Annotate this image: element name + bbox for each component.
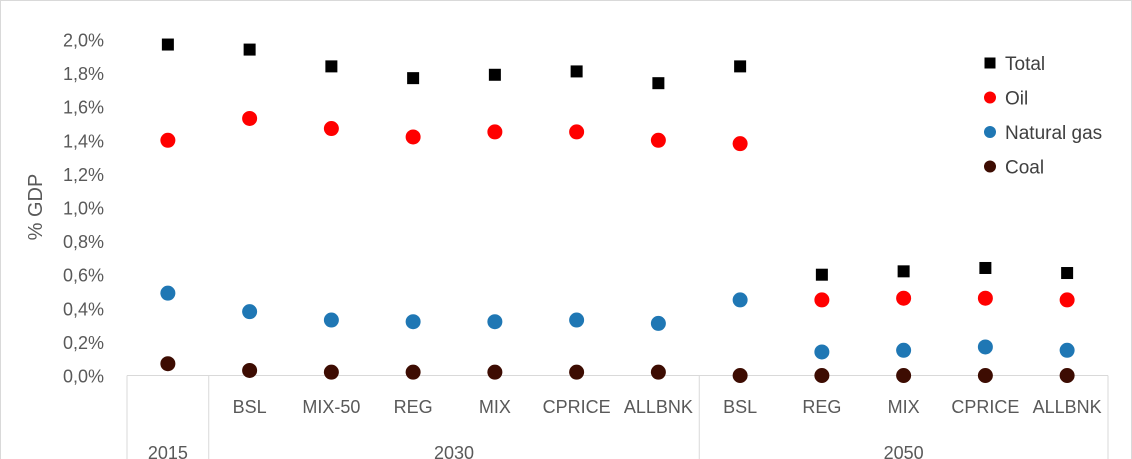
y-tick-label: 0,4% xyxy=(63,299,104,319)
y-axis-title: % GDP xyxy=(25,174,47,241)
legend-marker-oil xyxy=(984,91,996,104)
total-point xyxy=(407,72,420,85)
y-tick-label: 1,4% xyxy=(63,131,104,151)
total-point xyxy=(325,60,338,73)
x-category-label: CPRICE xyxy=(951,397,1019,417)
coal-point xyxy=(650,364,666,380)
y-tick-label: 1,2% xyxy=(63,165,104,185)
oil-point xyxy=(487,124,503,140)
total-point xyxy=(979,261,992,274)
natural-gas-point xyxy=(569,312,585,328)
y-tick-label: 0,0% xyxy=(63,367,104,387)
coal-point xyxy=(814,368,830,383)
data-points xyxy=(160,38,1075,383)
x-category-label: REG xyxy=(394,397,433,417)
x-group-label: 2030 xyxy=(434,443,474,459)
coal-point xyxy=(732,368,748,383)
y-tick-label: 0,2% xyxy=(63,333,104,353)
x-group-label: 2050 xyxy=(884,443,924,459)
oil-point xyxy=(977,290,993,306)
y-tick-label: 1,0% xyxy=(63,199,104,219)
coal-point xyxy=(487,364,503,380)
x-category-label: ALLBNK xyxy=(1033,397,1102,417)
coal-point xyxy=(160,356,176,372)
natural-gas-point xyxy=(487,314,503,330)
y-tick-labels: 0,0% 0,2% 0,4% 0,6% 0,8% 1,0% 1,2% 1,4% 1,6% 1,8%… xyxy=(63,31,104,387)
x-category-label: ALLBNK xyxy=(624,397,693,417)
coal-point xyxy=(977,368,993,383)
oil-point xyxy=(1059,292,1075,308)
total-point xyxy=(243,43,256,56)
x-category-label: BSL xyxy=(233,397,267,417)
y-tick-label: 1,8% xyxy=(63,64,104,84)
total-point xyxy=(652,77,665,90)
total-point xyxy=(815,268,828,281)
legend: Total Oil Natural gas Coal xyxy=(984,54,1102,179)
y-tick-label: 1,6% xyxy=(63,98,104,118)
total-point xyxy=(1061,267,1074,280)
total-point xyxy=(488,68,501,81)
natural-gas-point xyxy=(323,312,339,328)
x-category-label: CPRICE xyxy=(543,397,611,417)
oil-point xyxy=(650,132,666,148)
x-category-label: MIX-50 xyxy=(302,397,360,417)
oil-point xyxy=(569,124,585,140)
coal-point xyxy=(405,364,421,380)
natural-gas-point xyxy=(405,314,421,330)
natural-gas-point xyxy=(732,292,748,308)
natural-gas-point xyxy=(1059,342,1075,358)
oil-point xyxy=(405,129,421,145)
total-point xyxy=(161,38,174,51)
total-point xyxy=(734,60,747,73)
legend-label-natural-gas: Natural gas xyxy=(1005,123,1102,144)
coal-point xyxy=(569,364,585,380)
x-category-label: REG xyxy=(802,397,841,417)
oil-point xyxy=(160,132,176,148)
legend-label-coal: Coal xyxy=(1005,158,1044,179)
y-tick-label: 0,8% xyxy=(63,232,104,252)
oil-point xyxy=(732,136,748,152)
oil-point xyxy=(814,292,830,308)
y-tick-label: 2,0% xyxy=(63,31,104,51)
legend-label-oil: Oil xyxy=(1005,89,1028,110)
coal-point xyxy=(242,362,258,378)
x-category-labels: BSL MIX-50 REG MIX CPRICE ALLBNK BSL REG MIX CPRI… xyxy=(233,397,1102,417)
y-tick-label: 0,6% xyxy=(63,266,104,286)
axis-group xyxy=(126,375,1109,459)
natural-gas-point xyxy=(160,285,176,301)
x-category-label: MIX xyxy=(888,397,920,417)
legend-marker-total xyxy=(984,57,996,69)
oil-point xyxy=(323,121,339,137)
x-category-label: BSL xyxy=(723,397,757,417)
legend-marker-natural-gas xyxy=(984,126,996,138)
x-group-label: 2015 xyxy=(148,443,188,459)
coal-point xyxy=(896,368,912,383)
oil-point xyxy=(896,290,912,306)
x-category-label: MIX xyxy=(479,397,511,417)
legend-marker-coal xyxy=(984,160,996,173)
total-point xyxy=(897,265,910,278)
oil-point xyxy=(242,110,258,126)
coal-point xyxy=(323,364,339,380)
natural-gas-point xyxy=(814,344,830,360)
natural-gas-point xyxy=(896,342,912,358)
legend-label-total: Total xyxy=(1005,54,1045,75)
natural-gas-point xyxy=(977,339,993,355)
coal-point xyxy=(1059,368,1075,383)
natural-gas-point xyxy=(242,304,258,320)
x-group-labels: 2015 2030 2050 xyxy=(148,443,924,459)
natural-gas-point xyxy=(650,315,666,331)
total-point xyxy=(570,65,583,78)
